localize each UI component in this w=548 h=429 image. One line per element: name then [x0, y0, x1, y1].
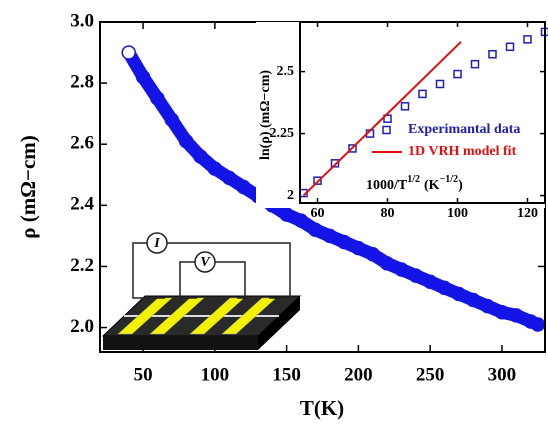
- data-point: [452, 287, 465, 300]
- data-point: [467, 294, 480, 307]
- y-tick-label: 2.0: [70, 316, 94, 337]
- data-point: [137, 71, 150, 84]
- data-point: [507, 43, 514, 50]
- y-axis-label: ln(ρ) (mΩ−cm): [258, 70, 273, 160]
- data-point: [208, 162, 221, 175]
- x-tick-label: 60: [311, 206, 325, 221]
- device-schematic: I V: [103, 233, 300, 350]
- x-tick-label: 200: [344, 364, 373, 385]
- x-tick-label: 120: [517, 206, 538, 221]
- y-axis-label: ρ (mΩ−cm): [16, 135, 40, 239]
- data-point: [402, 103, 409, 110]
- data-point: [437, 80, 444, 87]
- data-point: [352, 242, 365, 255]
- x-axis-label-part: ): [458, 178, 463, 193]
- data-point: [122, 46, 135, 59]
- data-point: [531, 318, 544, 331]
- data-point: [419, 90, 426, 97]
- y-tick-label: 2: [287, 188, 294, 203]
- x-tick-label: 150: [272, 364, 301, 385]
- x-tick-label: 80: [381, 206, 395, 221]
- data-point: [472, 61, 479, 68]
- data-point: [438, 281, 451, 294]
- data-point: [309, 223, 322, 236]
- y-tick-label: 2.4: [70, 194, 94, 215]
- y-tick-label: 2.5: [277, 64, 295, 79]
- data-point: [524, 36, 531, 43]
- x-axis-label: T(K): [300, 396, 344, 420]
- data-point: [323, 229, 336, 242]
- x-axis-label-part: 1/2: [407, 174, 420, 185]
- data-point: [151, 92, 164, 105]
- legend-swatch: [383, 127, 390, 134]
- data-point: [481, 300, 494, 313]
- current-label: I: [153, 236, 160, 251]
- y-tick-label: 3.0: [70, 10, 94, 31]
- data-point: [280, 208, 293, 221]
- x-tick-label: 100: [201, 364, 230, 385]
- data-point: [395, 263, 408, 276]
- x-axis-label-part: 1000/T: [366, 178, 408, 193]
- data-point: [180, 135, 193, 148]
- x-tick-label: 100: [447, 206, 468, 221]
- data-point: [454, 71, 461, 78]
- data-point: [294, 214, 307, 227]
- data-point: [381, 257, 394, 270]
- data-point: [495, 306, 508, 319]
- legend-label: 1D VRH model fit: [408, 144, 517, 159]
- x-axis-label-part: −1/2: [440, 174, 458, 185]
- x-axis-label-part: (K: [424, 178, 440, 193]
- chart: 50 100 150 200 250 300 2.0 2.2 2.4 2.6 2.8 3.0 T(K) ρ…: [0, 0, 548, 429]
- legend-label: Experimantal data: [408, 122, 520, 137]
- data-point: [409, 269, 422, 282]
- data-point: [338, 236, 351, 249]
- data-point: [510, 309, 523, 322]
- data-point: [424, 275, 437, 288]
- data-point: [223, 171, 236, 184]
- data-point: [194, 150, 207, 163]
- data-point: [165, 113, 178, 126]
- x-tick-label: 250: [416, 364, 445, 385]
- y-tick-label: 2.6: [70, 133, 94, 154]
- data-point: [366, 248, 379, 261]
- y-tick-label: 2.2: [70, 255, 94, 276]
- data-point: [237, 181, 250, 194]
- x-tick-label: 300: [488, 364, 517, 385]
- y-tick-label: 2.8: [70, 71, 94, 92]
- data-point: [489, 51, 496, 58]
- x-tick-label: 50: [134, 364, 153, 385]
